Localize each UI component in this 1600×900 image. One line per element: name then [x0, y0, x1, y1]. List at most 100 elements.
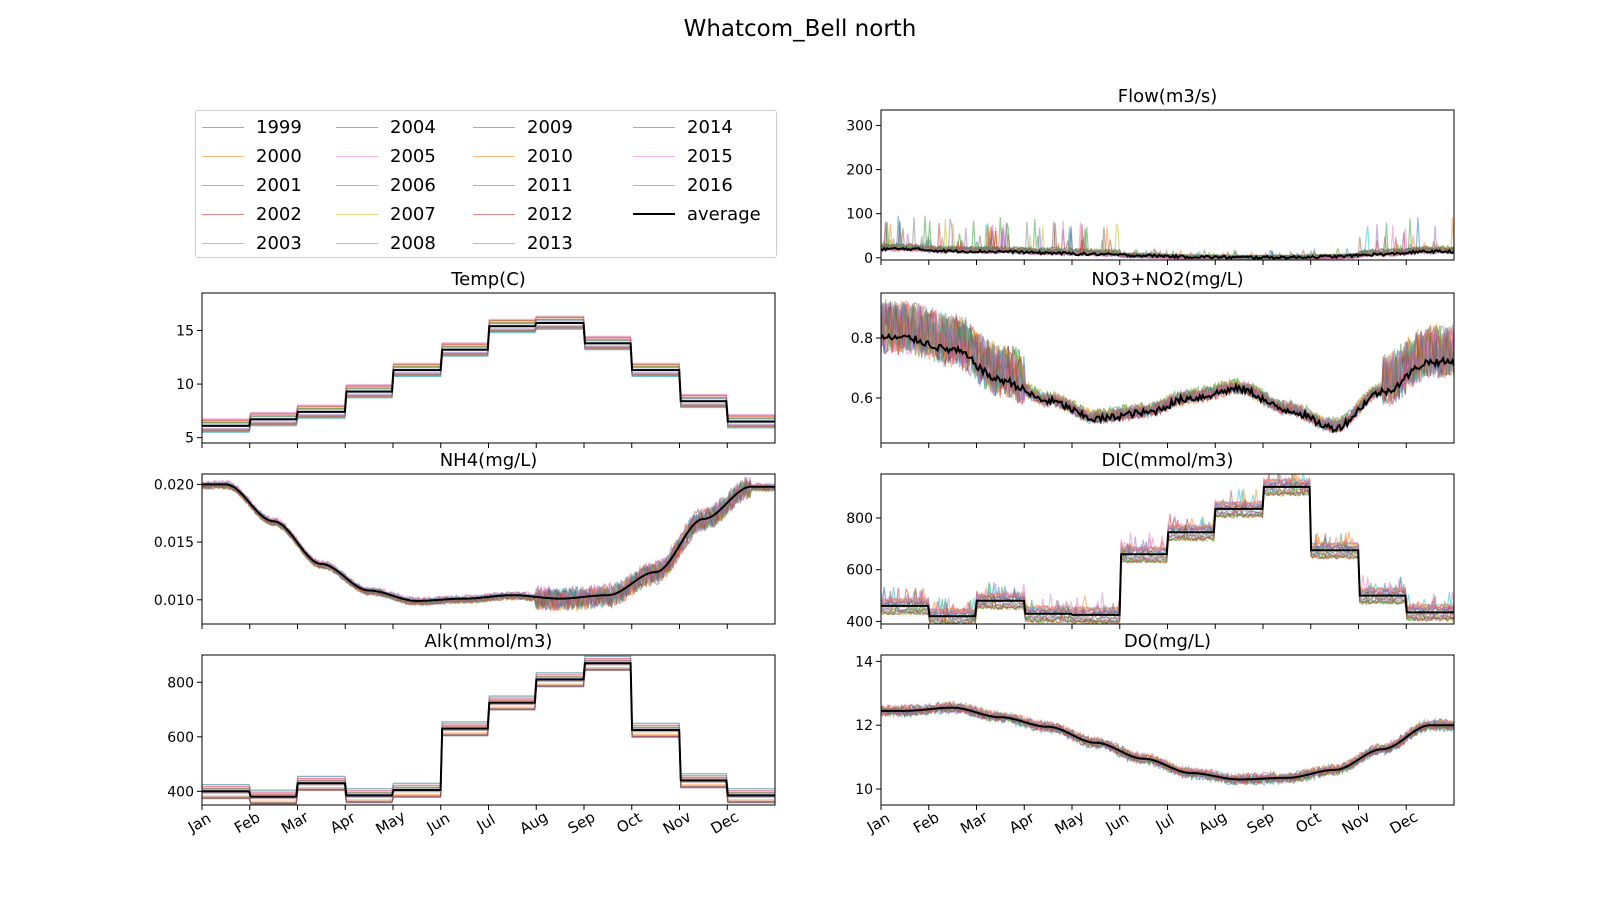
y-tick-label: 12 [855, 718, 873, 734]
plot-area [881, 215, 1454, 260]
year-series-line [202, 669, 775, 804]
y-tick-label: 800 [846, 511, 873, 527]
figure-title: Whatcom_Bell north [684, 16, 917, 42]
legend-label: 2006 [390, 174, 436, 196]
legend-swatch [633, 213, 675, 215]
y-tick-label: 5 [185, 431, 194, 447]
x-tick-label: Apr [327, 808, 359, 837]
year-series-line [881, 302, 1454, 432]
year-series-line [202, 479, 775, 612]
legend-swatch [633, 126, 675, 128]
legend-label: 2007 [390, 203, 436, 225]
x-tick-label: Aug [1196, 808, 1230, 838]
x-tick-label: Dec [1387, 808, 1421, 838]
plot-area [202, 315, 775, 433]
y-tick-label: 0.010 [154, 593, 194, 609]
legend-item: average [633, 202, 761, 226]
y-tick-label: 0.8 [851, 331, 873, 347]
legend-item: 2003 [202, 231, 302, 255]
x-tick-label: May [373, 807, 409, 838]
legend-label: 2009 [527, 116, 573, 138]
legend-item: 2001 [202, 173, 302, 197]
average-series-line [202, 322, 775, 427]
x-tick-label: Apr [1006, 808, 1038, 837]
legend-item: 2006 [336, 173, 436, 197]
x-tick-label: Dec [708, 808, 742, 838]
legend-label: 2005 [390, 145, 436, 167]
panel-title: Alk(mmol/m3) [425, 631, 553, 652]
plot-area [881, 299, 1454, 435]
axes-frame [201, 292, 776, 444]
legend-label: 2010 [527, 145, 573, 167]
legend-swatch [336, 126, 378, 128]
x-tick-label: Oct [614, 808, 646, 837]
year-series-line [202, 479, 775, 612]
legend-item: 2000 [202, 144, 302, 168]
year-series-line [881, 706, 1454, 786]
legend-swatch [336, 155, 378, 157]
legend-item: 2012 [473, 202, 573, 226]
chart-panel: DIC(mmol/m3) 400 600 800 [846, 450, 1455, 630]
chart-panel: NH4(mg/L) 0.010 0.015 0.020 [154, 450, 776, 629]
legend: 1999 2000 2001 2002 2003 2004 2005 2006 2007 2008… [195, 110, 777, 258]
legend-label: 2008 [390, 232, 436, 254]
x-tick-label: Sep [565, 808, 598, 838]
legend-item: 2009 [473, 115, 573, 139]
legend-swatch [202, 126, 244, 128]
y-tick-label: 600 [167, 730, 194, 746]
panel-title: NO3+NO2(mg/L) [1091, 269, 1243, 290]
y-tick-label: 600 [846, 563, 873, 579]
legend-swatch [336, 184, 378, 186]
legend-item: 2010 [473, 144, 573, 168]
legend-label: 2000 [256, 145, 302, 167]
y-tick-label: 200 [846, 163, 873, 179]
legend-swatch [633, 184, 675, 186]
year-series-line [202, 476, 775, 608]
average-series-line [881, 485, 1454, 618]
legend-label: 2015 [687, 145, 733, 167]
y-tick-label: 14 [855, 654, 873, 670]
legend-swatch [202, 155, 244, 157]
legend-item: 1999 [202, 115, 302, 139]
panel-title: DO(mg/L) [1124, 631, 1211, 652]
legend-item: 2016 [633, 173, 733, 197]
x-tick-label: Mar [957, 807, 991, 837]
year-series-line [202, 480, 775, 611]
x-tick-label: Mar [278, 807, 312, 837]
year-series-line [881, 700, 1454, 783]
average-series-line [881, 706, 1454, 781]
legend-swatch [633, 155, 675, 157]
year-series-line [202, 669, 775, 805]
legend-item: 2005 [336, 144, 436, 168]
plot-area [881, 699, 1454, 787]
year-series-line [881, 703, 1454, 786]
legend-item: 2013 [473, 231, 573, 255]
x-tick-label: Jan [184, 809, 214, 837]
panel-title: Temp(C) [450, 269, 526, 290]
x-tick-label: Jun [423, 809, 453, 837]
chart-panel: Flow(m3/s) 0 100 200 300 [846, 86, 1455, 267]
y-tick-label: 0.020 [154, 477, 194, 493]
year-series-line [202, 481, 775, 611]
x-tick-label: Aug [517, 808, 551, 838]
x-tick-label: Oct [1293, 808, 1325, 837]
year-series-line [202, 479, 775, 611]
plot-area [881, 474, 1454, 624]
x-tick-label: Jul [1152, 810, 1178, 835]
panel-title: NH4(mg/L) [440, 450, 538, 471]
legend-swatch [336, 242, 378, 244]
legend-label: 2014 [687, 116, 733, 138]
average-series-line [202, 662, 775, 798]
y-tick-label: 0.6 [851, 391, 873, 407]
legend-item: 2015 [633, 144, 733, 168]
year-series-line [881, 704, 1454, 787]
legend-item: 2011 [473, 173, 573, 197]
legend-swatch [473, 213, 515, 215]
year-series-line [881, 702, 1454, 784]
x-tick-label: Nov [1339, 807, 1373, 837]
x-tick-label: May [1052, 807, 1088, 838]
y-tick-label: 400 [846, 614, 873, 630]
axes-frame [880, 654, 1455, 806]
y-tick-label: 300 [846, 118, 873, 134]
legend-label: 1999 [256, 116, 302, 138]
